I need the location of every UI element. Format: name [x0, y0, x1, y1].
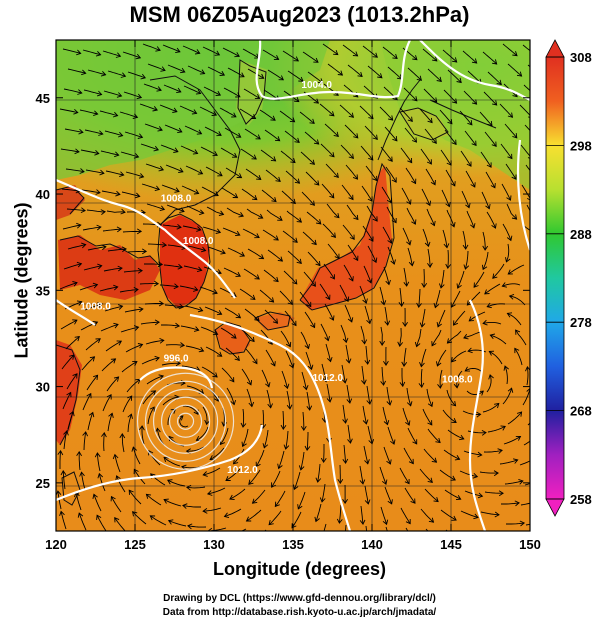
x-tick-label: 150	[519, 537, 541, 552]
x-tick-label: 120	[45, 537, 67, 552]
x-tick-label: 130	[203, 537, 225, 552]
contour-label: 1012.0	[227, 465, 258, 476]
y-tick-label: 25	[36, 476, 50, 491]
pressure-contours	[56, 40, 530, 531]
colorbar-label: 268	[570, 404, 592, 419]
contour-label: 1012.0	[312, 373, 343, 384]
x-tick-label: 145	[440, 537, 462, 552]
map-field: 1004.0 1008.0 1008.0 1008.0 996.0 1012.0 1012.…	[56, 40, 530, 531]
x-tick-label: 140	[361, 537, 383, 552]
contour-label: 996.0	[164, 354, 189, 365]
colorbar-label: 258	[570, 492, 592, 507]
gridlines	[56, 40, 530, 531]
colorbar: 308 298 288 278 268 258	[545, 39, 592, 517]
footer-credit-drawing: Drawing by DCL (https://www.gfd-dennou.o…	[163, 593, 436, 604]
land-masses	[56, 60, 450, 445]
x-tick-label: 135	[282, 537, 304, 552]
y-axis-label: Latitude (degrees)	[11, 202, 32, 359]
y-tick-label: 40	[36, 187, 50, 202]
contour-labels: 1004.0 1008.0 1008.0 1008.0 996.0 1012.0 1012.…	[80, 80, 473, 476]
contour-label: 1008.0	[161, 194, 192, 205]
x-axis-label: Longitude (degrees)	[212, 559, 386, 579]
y-tick-label: 45	[36, 91, 50, 106]
contour-label: 1004.0	[301, 80, 332, 91]
contour-label: 1008.0	[183, 236, 214, 247]
contour-label: 1008.0	[442, 375, 473, 386]
axis-tick-labels: 120 125 130 135 140 145 150 25 30 35 40 45	[36, 91, 541, 552]
wind-streamlines	[56, 43, 530, 531]
contour-label: 1008.0	[80, 302, 111, 313]
colorbar-label: 288	[570, 227, 592, 242]
y-tick-label: 35	[36, 283, 50, 298]
colorbar-label: 278	[570, 315, 592, 330]
colorbar-label: 298	[570, 138, 592, 153]
map-title: MSM 06Z05Aug2023 (1013.2hPa)	[129, 2, 470, 27]
colorbar-label: 308	[570, 50, 592, 65]
y-tick-label: 30	[36, 380, 50, 395]
x-tick-label: 125	[124, 537, 146, 552]
axis-ticks	[55, 40, 531, 531]
footer-credit-data: Data from http://database.rish.kyoto-u.a…	[162, 607, 437, 618]
